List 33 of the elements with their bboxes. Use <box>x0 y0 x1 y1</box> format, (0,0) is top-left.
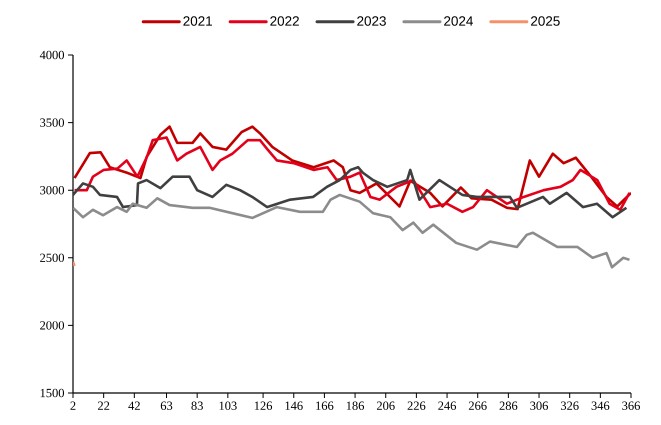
y-tick-label: 4000 <box>40 50 64 60</box>
x-tick-label: 83 <box>191 402 203 410</box>
legend-label: 2025 <box>531 16 560 26</box>
legend-label: 2021 <box>183 16 212 26</box>
line-series <box>73 194 631 269</box>
y-tick-label: 3500 <box>40 118 64 127</box>
x-tick-label: 246 <box>438 402 456 410</box>
x-tick-label: 206 <box>376 402 395 410</box>
x-tick-label: 286 <box>500 402 518 410</box>
line-series <box>73 166 628 219</box>
x-tick-label: 166 <box>316 402 334 410</box>
legend-label: 2024 <box>444 16 473 26</box>
x-tick-label: 103 <box>220 402 237 410</box>
x-tick-label: 126 <box>254 402 272 410</box>
legend-label: 2023 <box>357 16 386 26</box>
y-tick-label: 2500 <box>40 254 64 262</box>
x-tick-label: 42 <box>128 402 140 410</box>
x-tick-label: 22 <box>98 402 110 410</box>
legend-label: 2022 <box>270 16 299 26</box>
y-tick-label: 3000 <box>40 186 64 194</box>
y-tick-label: 1500 <box>40 388 64 398</box>
line-series <box>73 136 631 214</box>
x-tick-label: 366 <box>622 402 640 410</box>
x-tick-label: 226 <box>408 402 426 410</box>
x-tick-label: 306 <box>530 402 548 410</box>
x-tick-label: 266 <box>468 402 487 410</box>
x-tick-label: 326 <box>560 402 579 410</box>
x-tick-label: 2 <box>70 402 76 410</box>
x-tick-label: 146 <box>286 402 303 410</box>
y-tick-label: 2000 <box>40 321 64 330</box>
x-tick-label: 346 <box>592 402 610 410</box>
x-tick-label: 186 <box>346 402 364 410</box>
x-tick-label: 63 <box>160 402 172 410</box>
